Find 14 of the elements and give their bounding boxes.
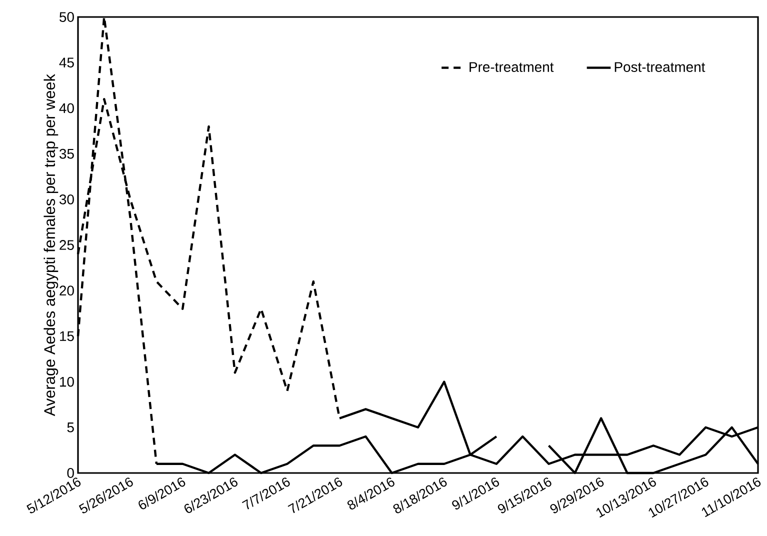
y-tick-label: 15: [60, 331, 74, 342]
y-tick-label: 40: [59, 103, 74, 114]
y-tick-label: 20: [60, 286, 74, 296]
legend-label: Pre-treatment: [470, 62, 554, 72]
y-tick-label: 50: [60, 12, 74, 22]
y-tick-label: 30: [59, 194, 74, 204]
y-axis-title: Average Aedes aegypti females per trap per week: [44, 74, 58, 416]
legend-label: Post-treatment: [614, 62, 706, 72]
y-tick-label: 10: [60, 376, 74, 387]
y-tick-label: 0: [67, 468, 74, 478]
y-tick-label: 35: [59, 148, 74, 159]
y-tick-label: 25: [60, 240, 74, 250]
y-tick-label: 45: [59, 58, 74, 68]
y-tick-label: 5: [67, 422, 74, 432]
